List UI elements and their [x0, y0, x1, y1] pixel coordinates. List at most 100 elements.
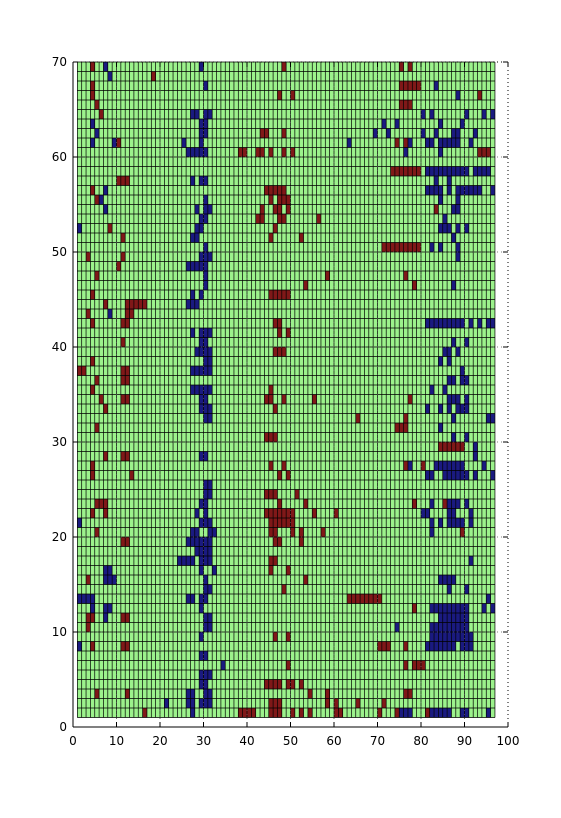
heatmap-cell-blue	[447, 394, 452, 404]
heatmap-cell-red	[442, 499, 448, 509]
heatmap-cell-red	[277, 518, 282, 528]
heatmap-cell-blue	[194, 508, 200, 518]
heatmap-cell-blue	[103, 575, 108, 585]
heatmap-cell-blue	[464, 404, 469, 414]
heatmap-cell-blue	[207, 356, 213, 366]
heatmap-cell-blue	[203, 385, 208, 395]
heatmap-cell-red	[268, 518, 274, 528]
heatmap-cell-red	[90, 81, 95, 91]
heatmap-cell-blue	[186, 147, 191, 157]
heatmap-cell-red	[407, 81, 413, 91]
heatmap-cell-red	[99, 109, 104, 119]
heatmap-cell-blue	[451, 622, 456, 632]
heatmap-cell-red	[377, 708, 382, 718]
heatmap-cell-blue	[194, 147, 200, 157]
heatmap-cell-blue	[438, 632, 443, 642]
heatmap-cell-blue	[203, 575, 208, 585]
heatmap-cell-blue	[434, 185, 439, 195]
heatmap-cell-blue	[207, 537, 213, 547]
heatmap-cell-blue	[455, 185, 461, 195]
heatmap-cell-red	[403, 641, 408, 651]
heatmap-cell-blue	[455, 603, 461, 613]
heatmap-cell-blue	[199, 261, 204, 271]
heatmap-cell-blue	[468, 138, 474, 148]
heatmap-cell-blue	[203, 613, 208, 623]
heatmap-cell-blue	[434, 81, 439, 91]
heatmap-cell-blue	[447, 603, 452, 613]
heatmap-cell-red	[264, 489, 269, 499]
heatmap-cell-blue	[481, 603, 487, 613]
heatmap-cell-red	[125, 641, 130, 651]
heatmap-cell-blue	[220, 660, 226, 670]
heatmap-cell-red	[94, 375, 100, 385]
heatmap-cell-red	[477, 147, 482, 157]
heatmap-cell-red	[290, 90, 295, 100]
heatmap-cell-red	[142, 299, 147, 309]
heatmap-cell-red	[399, 100, 404, 110]
heatmap-cell-red	[81, 366, 87, 376]
heatmap-cell-blue	[203, 394, 208, 404]
heatmap-cell-red	[416, 81, 421, 91]
heatmap-cell-blue	[429, 470, 435, 480]
heatmap-cell-red	[286, 204, 291, 214]
heatmap-cell-blue	[207, 556, 213, 566]
heatmap-cell-blue	[464, 708, 469, 718]
heatmap-cell-blue	[429, 318, 435, 328]
heatmap-cell-red	[273, 347, 278, 357]
heatmap-cell-red	[273, 404, 278, 414]
heatmap-cell-blue	[203, 195, 208, 205]
heatmap-cell-red	[290, 508, 295, 518]
heatmap-cell-red	[460, 442, 465, 452]
heatmap-cell-blue	[203, 689, 208, 699]
heatmap-cell-red	[277, 90, 282, 100]
heatmap-cell-red	[412, 166, 417, 176]
heatmap-cell-blue	[207, 404, 213, 414]
heatmap-cell-blue	[455, 613, 461, 623]
heatmap-cell-blue	[207, 698, 213, 708]
heatmap-cell-red	[90, 470, 95, 480]
heatmap-cell-blue	[112, 138, 117, 148]
heatmap-cell-red	[299, 233, 304, 243]
heatmap-cell-blue	[203, 594, 208, 604]
heatmap-cell-red	[268, 527, 274, 537]
heatmap-cell-blue	[464, 632, 469, 642]
heatmap-cell-blue	[455, 166, 461, 176]
heatmap-cell-blue	[199, 337, 204, 347]
heatmap-cell-blue	[181, 556, 187, 566]
heatmap-cell-red	[286, 470, 291, 480]
heatmap-cell-red	[355, 698, 361, 708]
heatmap-cell-blue	[429, 622, 435, 632]
heatmap-cell-blue	[486, 318, 491, 328]
heatmap-cell-blue	[103, 185, 108, 195]
heatmap-cell-red	[125, 613, 130, 623]
heatmap-cell-red	[268, 679, 274, 689]
heatmap-cell-red	[103, 508, 108, 518]
heatmap-cell-red	[403, 689, 408, 699]
heatmap-cell-red	[125, 299, 130, 309]
heatmap-cell-blue	[447, 461, 452, 471]
heatmap-cell-blue	[429, 603, 435, 613]
heatmap-cell-blue	[438, 119, 443, 129]
heatmap-cell-red	[120, 252, 126, 262]
heatmap-cell-blue	[429, 499, 435, 509]
heatmap-cell-red	[277, 708, 282, 718]
heatmap-cell-red	[281, 195, 287, 205]
heatmap-cell-blue	[212, 527, 217, 537]
heatmap-cell-blue	[190, 176, 195, 186]
y-tick-label: 40	[52, 340, 67, 354]
heatmap-cell-blue	[203, 204, 208, 214]
heatmap-cell-red	[281, 461, 287, 471]
heatmap-cell-blue	[203, 252, 208, 262]
heatmap-cell-red	[351, 594, 356, 604]
heatmap-cell-blue	[199, 328, 204, 338]
heatmap-cell-blue	[421, 128, 426, 138]
heatmap-cell-blue	[407, 708, 413, 718]
heatmap-cell-blue	[203, 679, 208, 689]
heatmap-cell-blue	[194, 261, 200, 271]
heatmap-cell-blue	[103, 603, 108, 613]
heatmap-cell-blue	[490, 109, 495, 119]
heatmap-cell-red	[277, 204, 282, 214]
heatmap-cell-blue	[199, 404, 204, 414]
heatmap-cell-red	[394, 423, 400, 433]
heatmap-cell-blue	[473, 166, 478, 176]
